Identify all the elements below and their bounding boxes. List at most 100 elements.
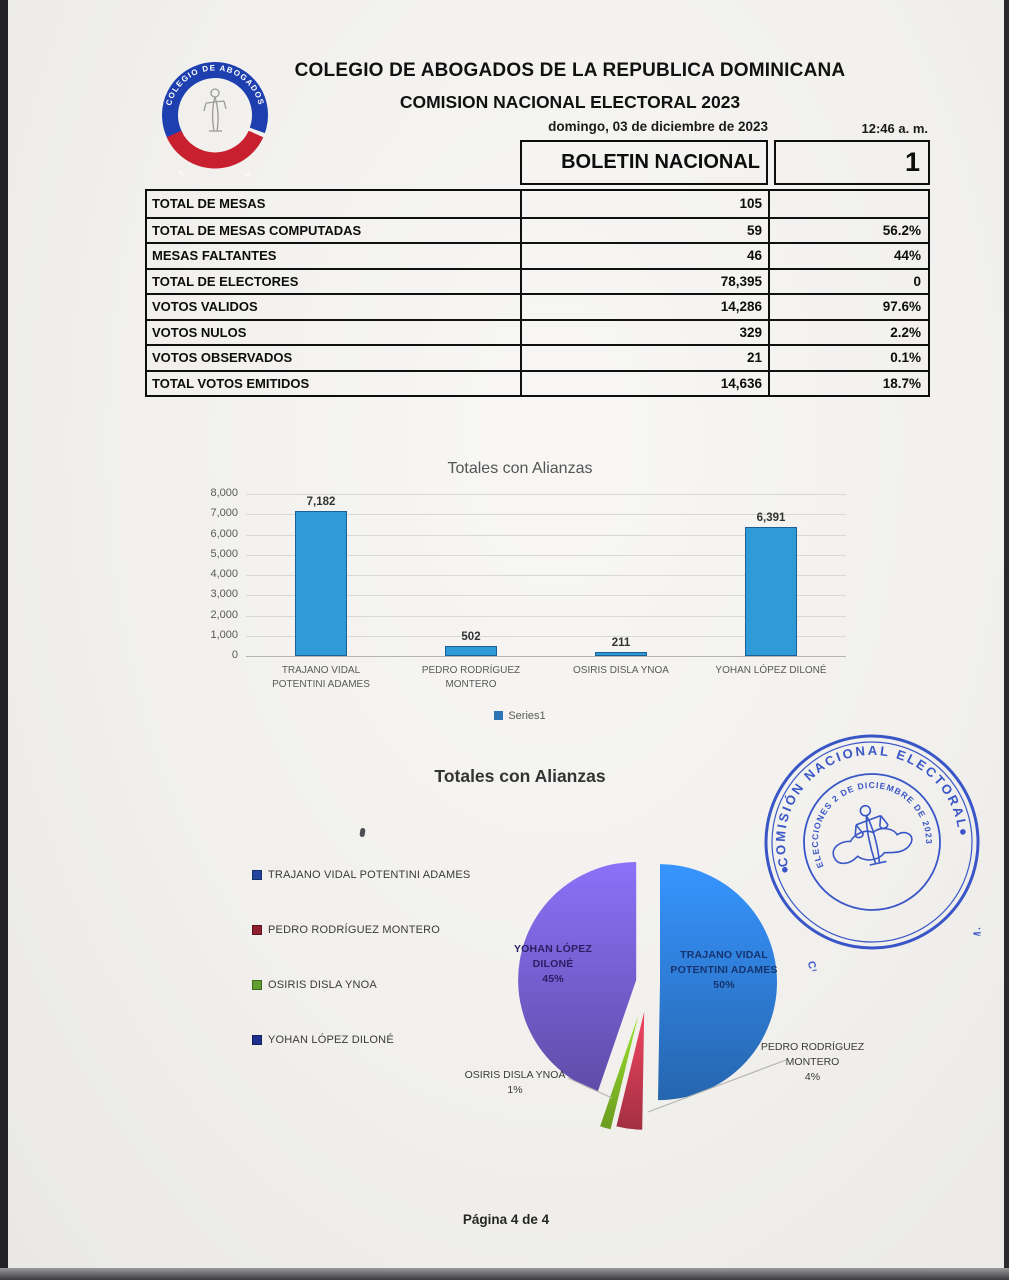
row-percent	[768, 191, 927, 217]
row-label: VOTOS VALIDOS	[152, 299, 258, 315]
slice-percent: 50%	[713, 979, 735, 992]
report-date: domingo, 03 de diciembre de 2023	[548, 119, 768, 134]
pie-legend-item: PEDRO RODRÍGUEZ MONTERO	[252, 924, 440, 936]
bar-gridline	[246, 554, 846, 556]
document-subtitle: COMISION NACIONAL ELECTORAL 2023	[399, 92, 741, 112]
y-axis-tick-label: 6,000	[210, 527, 238, 540]
legend-marker-icon	[252, 1035, 262, 1045]
row-percent: 2.2%	[768, 320, 927, 344]
bar-osiris	[595, 651, 647, 656]
row-percent: 0	[768, 269, 927, 293]
bar-value-label: 6,391	[756, 511, 786, 524]
legend-label: TRAJANO VIDAL POTENTINI ADAMES	[268, 869, 471, 881]
logo-blue-band	[162, 62, 268, 142]
row-label: VOTOS NULOS	[152, 324, 247, 340]
bar-trajano	[295, 510, 347, 656]
document-title: COLEGIO DE ABOGADOS DE LA REPUBLICA DOMI…	[294, 60, 846, 81]
legend-marker-icon	[494, 711, 504, 720]
row-label: TOTAL VOTOS EMITIDOS	[152, 375, 310, 391]
y-axis-tick-label: 2,000	[210, 608, 238, 621]
bar-chart: Totales con Alianzas 8,000 7,000 6,000 5,00…	[150, 452, 890, 747]
row-value: 21	[520, 346, 768, 370]
slice-name: TRAJANO VIDAL POTENTINI ADAMES	[670, 949, 778, 977]
bar-value-label: 7,182	[306, 495, 336, 508]
bar-gridline	[246, 635, 846, 637]
row-percent: 0.1%	[768, 346, 927, 370]
row-value: 78,395	[520, 269, 768, 293]
y-axis-tick-label: 4,000	[210, 568, 238, 580]
bar-gridline	[246, 595, 846, 597]
bar-category-label: TRAJANO VIDAL POTENTINI ADAMES	[272, 665, 370, 690]
y-axis-tick-label: 5,000	[210, 547, 238, 560]
bar-gridline	[246, 494, 846, 495]
logo-bottom-text: DE LA REPUBLICA DOMINICANA	[177, 169, 253, 176]
row-percent: 44%	[768, 244, 927, 268]
table-row: TOTAL DE MESAS COMPUTADAS 59 56.2%	[147, 216, 928, 242]
leader-line-osiris	[567, 1077, 613, 1099]
row-label: TOTAL DE MESAS COMPUTADAS	[152, 222, 362, 238]
bar-value-label: 211	[611, 636, 631, 649]
pie-slice-trajano	[658, 864, 778, 1101]
y-axis-tick-label: 7,000	[210, 507, 238, 520]
y-axis-tick-label: 0	[231, 649, 238, 661]
bar-plot-area: 7,182 502 211 6,391	[246, 494, 846, 657]
row-label: TOTAL DE MESAS	[152, 196, 266, 212]
logo-justice-figure	[203, 88, 227, 132]
table-row: VOTOS VALIDOS 14,286 97.6%	[147, 293, 928, 319]
row-label: MESAS FALTANTES	[152, 248, 277, 264]
pie-slice-yohan	[518, 862, 637, 1092]
bar-category-label: PEDRO RODRÍGUEZ MONTERO	[421, 665, 521, 690]
photo-edge	[1004, 0, 1009, 1280]
photo-edge	[0, 0, 8, 1280]
bar-category-label: OSIRIS DISLA YNOA	[573, 665, 669, 676]
legend-label: PEDRO RODRÍGUEZ MONTERO	[268, 924, 441, 936]
y-axis-tick-label: 1,000	[210, 628, 238, 641]
colegio-abogados-logo: COLEGIO DE ABOGADOS DE LA REPUBLICA DOMI…	[162, 62, 268, 176]
bar-column-osiris: 211	[546, 494, 696, 656]
row-percent: 56.2%	[768, 218, 927, 242]
slice-name: OSIRIS DISLA YNOA	[464, 1069, 566, 1081]
photo-edge	[0, 1268, 1009, 1280]
row-percent: 97.6%	[768, 295, 927, 319]
row-label: VOTOS OBSERVADOS	[152, 350, 293, 366]
bar-chart-legend: Series1	[150, 710, 890, 722]
document-page: COLEGIO DE ABOGADOS DE LA REPUBLICA DOMI…	[8, 0, 1004, 1268]
pie-chart-title: Totales con Alianzas	[434, 766, 606, 786]
bar-value-label: 502	[461, 630, 481, 643]
row-value: 329	[520, 320, 768, 344]
bar-x-axis: TRAJANO VIDAL POTENTINI ADAMES PEDRO ROD…	[246, 664, 846, 692]
bar-yohan	[745, 526, 797, 656]
pie-legend-item: TRAJANO VIDAL POTENTINI ADAMES	[252, 869, 470, 881]
row-percent: 18.7%	[768, 371, 927, 395]
legend-marker-icon	[252, 925, 262, 935]
pie-slice-osiris	[600, 1014, 639, 1130]
slice-percent: 1%	[507, 1084, 523, 1097]
y-axis-tick-label: 8,000	[210, 487, 238, 499]
row-value: 46	[520, 244, 768, 268]
pie-chart	[518, 862, 787, 1130]
legend-marker-icon	[252, 870, 262, 880]
leader-line-pedro	[647, 1059, 787, 1113]
bar-column-yohan: 6,391	[696, 494, 846, 656]
bulletin-number-box: 1	[774, 140, 930, 185]
bar-gridline	[246, 615, 846, 617]
row-value: 105	[520, 191, 768, 217]
slice-percent: 45%	[542, 973, 564, 986]
legend-label: YOHAN LÓPEZ DILONÉ	[268, 1034, 394, 1046]
legend-marker-icon	[252, 980, 262, 990]
logo-red-band	[166, 130, 264, 169]
bar-gridline	[246, 656, 846, 657]
slice-percent: 4%	[804, 1071, 821, 1084]
row-value: 14,636	[520, 371, 768, 395]
bar-y-axis: 8,000 7,000 6,000 5,000 4,000 3,000 2,000 1,000…	[190, 487, 238, 661]
slice-name: PEDRO RODRÍGUEZ MONTERO	[760, 1041, 865, 1069]
row-label: TOTAL DE ELECTORES	[152, 273, 299, 289]
bar-pedro	[445, 645, 497, 656]
pie-slice-label-osiris: OSIRIS DISLA YNOA 1%	[440, 1068, 590, 1098]
svg-text:DE LA REPUBLICA DOMINICANA: DE LA REPUBLICA DOMINICANA	[177, 169, 253, 176]
table-row: VOTOS NULOS 329 2.2%	[147, 318, 928, 344]
bar-gridline	[246, 575, 846, 576]
table-row: TOTAL VOTOS EMITIDOS 14,636 18.7%	[147, 369, 928, 395]
table-row: MESAS FALTANTES 46 44%	[147, 242, 928, 268]
